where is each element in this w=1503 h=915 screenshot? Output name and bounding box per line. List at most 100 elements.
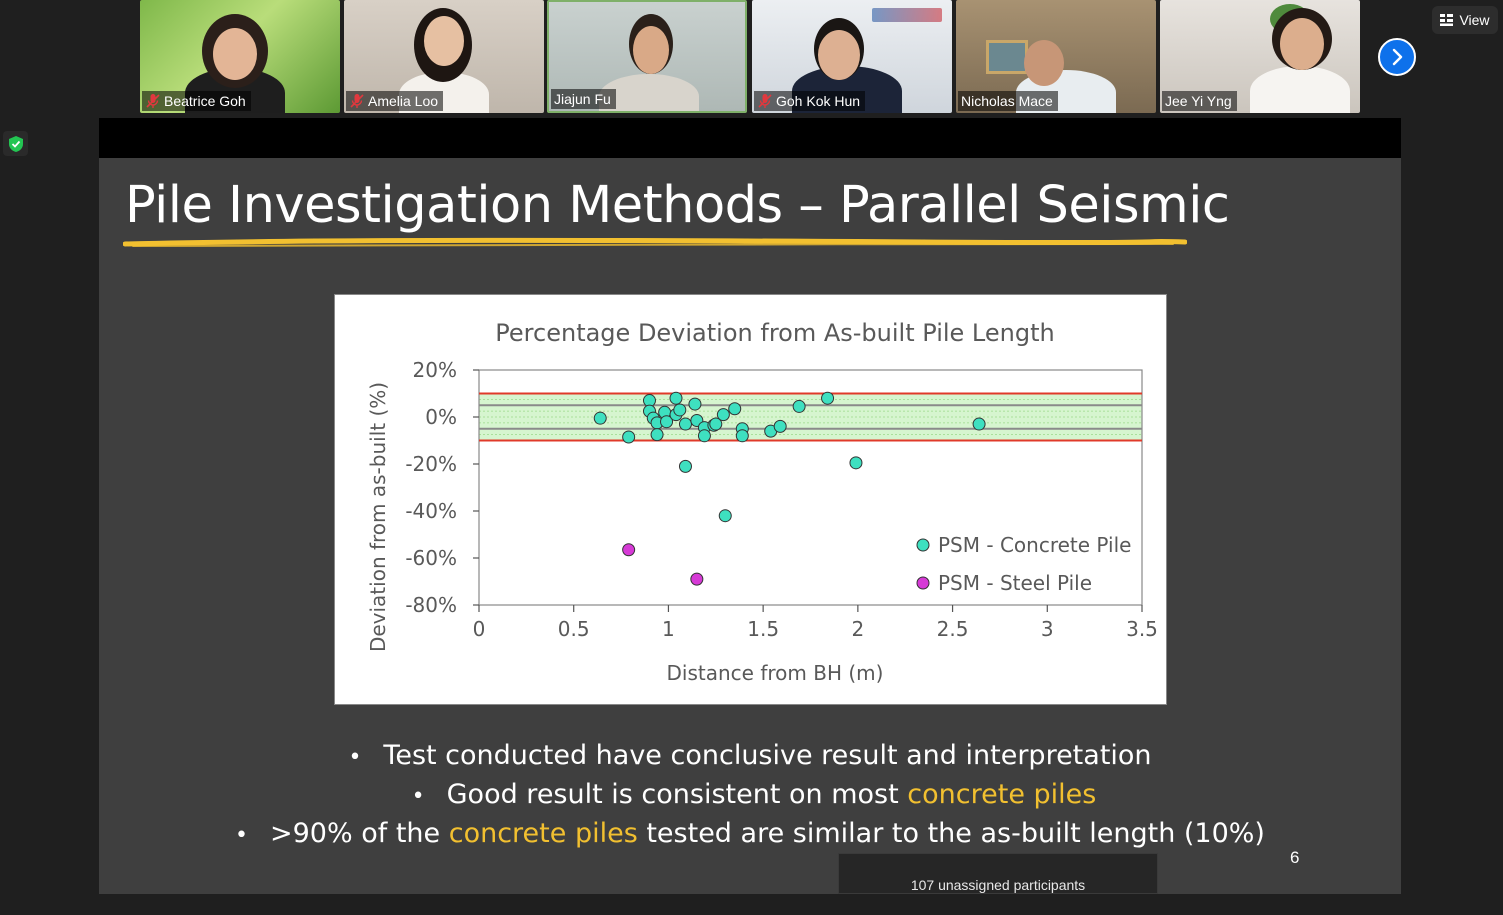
participant-video xyxy=(1250,66,1350,113)
bullet-text: tested are similar to the as-built lengt… xyxy=(637,818,1265,849)
x-tick-label: 1.5 xyxy=(747,617,779,641)
tolerance-band xyxy=(479,393,1142,441)
legend-marker xyxy=(916,538,930,552)
data-point-concrete xyxy=(593,411,607,425)
participant-video xyxy=(1024,40,1064,86)
participant-name-bar: Goh Kok Hun xyxy=(754,91,866,111)
mic-muted-icon xyxy=(146,94,160,108)
bullet-item: • >90% of the concrete piles tested are s… xyxy=(99,814,1401,853)
participant-video xyxy=(633,26,669,74)
bullet-text: Test conducted have conclusive result an… xyxy=(383,740,1152,771)
bullet-item: • Test conducted have conclusive result a… xyxy=(99,736,1401,775)
y-axis-label: Deviation from as-built (%) xyxy=(366,382,390,652)
data-point-concrete xyxy=(972,417,986,431)
bullet-item: • Good result is consistent on most concr… xyxy=(99,775,1401,814)
y-tick-label: -40% xyxy=(405,499,457,523)
x-tick-label: 3 xyxy=(1041,617,1054,641)
data-point-concrete xyxy=(849,456,863,470)
unassigned-participants-panel[interactable]: 107 unassigned participants xyxy=(838,853,1158,894)
y-tick-label: 0% xyxy=(425,405,457,429)
legend-label: PSM - Concrete Pile xyxy=(938,533,1131,557)
plot-area xyxy=(478,369,1143,606)
mic-muted-icon xyxy=(350,94,364,108)
participant-video xyxy=(818,30,860,80)
x-tick-label: 0.5 xyxy=(558,617,590,641)
y-tick-label: -60% xyxy=(405,546,457,570)
data-point-concrete xyxy=(688,397,702,411)
mic-muted-icon xyxy=(758,94,772,108)
data-point-concrete xyxy=(709,417,723,431)
participant-tile[interactable]: Amelia Loo xyxy=(344,0,544,113)
bullet-dot-icon: • xyxy=(235,823,248,848)
y-tick-label: 20% xyxy=(413,358,457,382)
participant-name: Goh Kok Hun xyxy=(776,93,861,109)
data-point-concrete xyxy=(673,403,687,417)
data-point-concrete xyxy=(821,391,835,405)
data-point-concrete xyxy=(718,509,732,523)
bullet-dot-icon: • xyxy=(348,745,362,770)
participant-name-bar: Nicholas Mace xyxy=(958,91,1058,111)
x-tick-label: 3.5 xyxy=(1126,617,1158,641)
participant-tile-active-speaker[interactable]: Jiajun Fu xyxy=(547,0,747,113)
data-point-concrete xyxy=(622,430,636,444)
data-point-concrete xyxy=(716,408,730,422)
participant-tile[interactable]: Beatrice Goh xyxy=(140,0,340,113)
x-tick-label: 2 xyxy=(851,617,864,641)
data-point-concrete xyxy=(669,391,683,405)
bullet-highlight: concrete piles xyxy=(448,818,638,849)
chart-title: Percentage Deviation from As-built Pile … xyxy=(495,319,1054,347)
scatter-chart: Percentage Deviation from As-built Pile … xyxy=(366,319,1158,685)
unassigned-participants-label: 107 unassigned participants xyxy=(910,877,1086,893)
participant-name: Amelia Loo xyxy=(368,93,439,109)
participant-name: Jee Yi Yng xyxy=(1165,93,1232,109)
participant-tile[interactable]: Jee Yi Yng xyxy=(1160,0,1360,113)
bullet-highlight: concrete piles xyxy=(907,779,1097,810)
data-point-concrete xyxy=(650,428,664,442)
wall-picture xyxy=(986,40,1028,74)
chevron-right-icon xyxy=(1392,48,1403,66)
data-point-concrete xyxy=(697,429,711,443)
slide-number: 6 xyxy=(1290,848,1300,867)
bullet-text: >90% of the xyxy=(270,818,449,849)
participant-name-bar: Beatrice Goh xyxy=(142,91,251,111)
participant-name-bar: Jiajun Fu xyxy=(551,89,616,109)
participant-name: Jiajun Fu xyxy=(554,91,611,107)
participant-video xyxy=(424,16,464,66)
data-point-concrete xyxy=(735,429,749,443)
data-point-concrete xyxy=(678,417,692,431)
logo xyxy=(872,8,942,22)
y-tick-label: -80% xyxy=(405,593,457,617)
x-tick-label: 1 xyxy=(662,617,675,641)
title-underline xyxy=(123,237,1187,247)
data-point-concrete xyxy=(773,419,787,433)
participant-name-bar: Amelia Loo xyxy=(346,91,444,111)
view-button[interactable]: View xyxy=(1432,6,1498,34)
chart: Percentage Deviation from As-built Pile … xyxy=(334,294,1167,705)
security-status[interactable] xyxy=(3,131,28,156)
participant-tile[interactable]: Goh Kok Hun xyxy=(752,0,952,113)
shared-screen-top-bar xyxy=(99,118,1401,158)
legend-marker xyxy=(916,576,930,590)
y-tick-label: -20% xyxy=(405,452,457,476)
bullet-list: • Test conducted have conclusive result a… xyxy=(99,736,1401,853)
participant-name: Beatrice Goh xyxy=(164,93,246,109)
next-page-button[interactable] xyxy=(1378,38,1416,76)
participant-video xyxy=(1280,18,1324,70)
data-point-steel xyxy=(622,543,636,557)
data-point-concrete xyxy=(660,415,674,429)
bullet-dot-icon: • xyxy=(411,784,425,809)
shield-check-icon xyxy=(8,135,23,152)
participant-video xyxy=(213,28,257,80)
shared-slide: Pile Investigation Methods – Parallel Se… xyxy=(99,158,1401,894)
grid-view-icon xyxy=(1440,14,1454,26)
x-tick-label: 2.5 xyxy=(937,617,969,641)
participant-tile[interactable]: Nicholas Mace xyxy=(956,0,1156,113)
bullet-text: Good result is consistent on most xyxy=(446,779,908,810)
participant-name-bar: Jee Yi Yng xyxy=(1162,91,1237,111)
x-tick-label: 0 xyxy=(473,617,486,641)
x-axis-label: Distance from BH (m) xyxy=(667,661,884,685)
view-button-label: View xyxy=(1459,12,1490,28)
participant-name: Nicholas Mace xyxy=(961,93,1053,109)
data-point-concrete xyxy=(678,459,692,473)
legend-label: PSM - Steel Pile xyxy=(938,571,1092,595)
